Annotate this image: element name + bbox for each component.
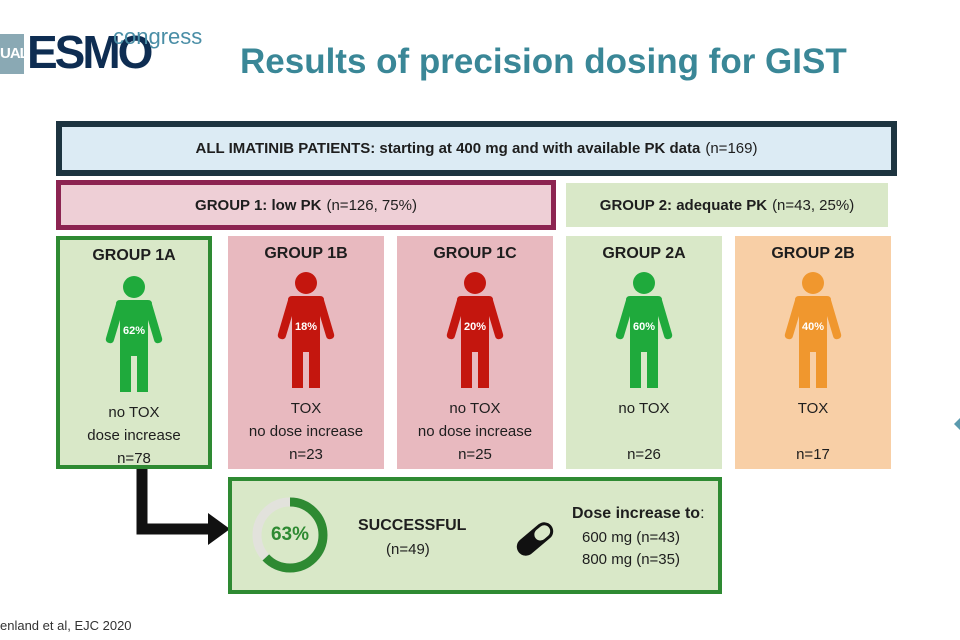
subgroup-percent: 60% [632,321,656,333]
all-patients-count: (n=169) [705,140,758,157]
logo-suffix: congress [113,24,203,49]
subgroup-count: n=17 [796,446,830,463]
subgroup-count: n=78 [117,450,151,467]
esmo-logo: UAL ESMO congress [0,24,203,78]
subgroup-line1: no TOX [449,400,501,417]
dose-title-colon: : [700,505,705,522]
subgroup-title: GROUP 1C [433,245,517,262]
subgroup-card-2b: GROUP 2B 40% TOX n=17 [735,236,891,469]
success-donut-chart [252,497,328,573]
slide-title: Results of precision dosing for GIST [240,42,847,81]
result-box: 63% SUCCESSFUL (n=49) Dose increase to: … [228,477,722,594]
success-count: (n=49) [386,541,430,558]
subgroup-title: GROUP 1B [264,245,348,262]
group2-count: (n=43, 25%) [772,196,855,214]
group2-box: GROUP 2: adequate PK (n=43, 25%) [566,183,888,227]
logo-brand: ESMO [27,26,153,78]
subgroup-line2: no dose increase [248,423,364,440]
group2-label: GROUP 2: adequate PK [599,196,768,214]
citation: enland et al, EJC 2020 [0,618,132,633]
edge-arrow-icon [954,418,960,430]
subgroup-percent: 62% [122,325,146,337]
subgroup-card-1c: GROUP 1C 20% no TOX no dose increase n=2… [397,236,553,469]
subgroup-count: n=23 [289,446,323,463]
subgroup-card-2a: GROUP 2A 60% no TOX n=26 [566,236,722,469]
person-icon [276,272,336,390]
subgroup-card-1a: GROUP 1A 62% no TOX dose increase n=78 [56,236,212,469]
subgroup-count: n=26 [627,446,661,463]
pill-icon [516,522,554,556]
dose-option-600: 600 mg (n=43) [582,529,680,546]
logo-prefix: UAL [0,34,29,74]
subgroup-line1: no TOX [108,404,160,421]
all-patients-box: ALL IMATINIB PATIENTS: starting at 400 m… [56,121,897,176]
all-patients-label: ALL IMATINIB PATIENTS: starting at 400 m… [195,140,701,157]
subgroup-percent: 20% [463,321,487,333]
person-icon [614,272,674,390]
success-label: SUCCESSFUL [358,517,467,534]
subgroup-title: GROUP 2B [771,245,855,262]
dose-option-800: 800 mg (n=35) [582,551,680,568]
donut-arc [252,497,328,573]
group1-count: (n=126, 75%) [326,196,417,214]
dose-title-text: Dose increase to [572,505,701,522]
person-icon [445,272,505,390]
subgroup-percent: 40% [801,321,825,333]
subgroup-count: n=25 [458,446,492,463]
person-icon [104,276,164,394]
subgroup-title: GROUP 2A [602,245,686,262]
subgroup-line2: no dose increase [417,423,533,440]
subgroup-title: GROUP 1A [92,247,176,264]
group1-box: GROUP 1: low PK (n=126, 75%) [56,180,556,230]
subgroup-line1: no TOX [618,400,670,417]
success-percent: 63% [270,524,310,545]
subgroup-line1: TOX [797,400,829,417]
subgroup-card-1b: GROUP 1B 18% TOX no dose increase n=23 [228,236,384,469]
dose-increase-title: Dose increase to: [572,505,705,523]
group1-label: GROUP 1: low PK [195,196,322,214]
subgroup-line2: dose increase [87,427,181,444]
logo-brand-text: ESMO [27,26,153,78]
flow-arrow-icon [136,469,230,545]
person-icon [783,272,843,390]
subgroup-percent: 18% [294,321,318,333]
subgroup-line1: TOX [290,400,322,417]
